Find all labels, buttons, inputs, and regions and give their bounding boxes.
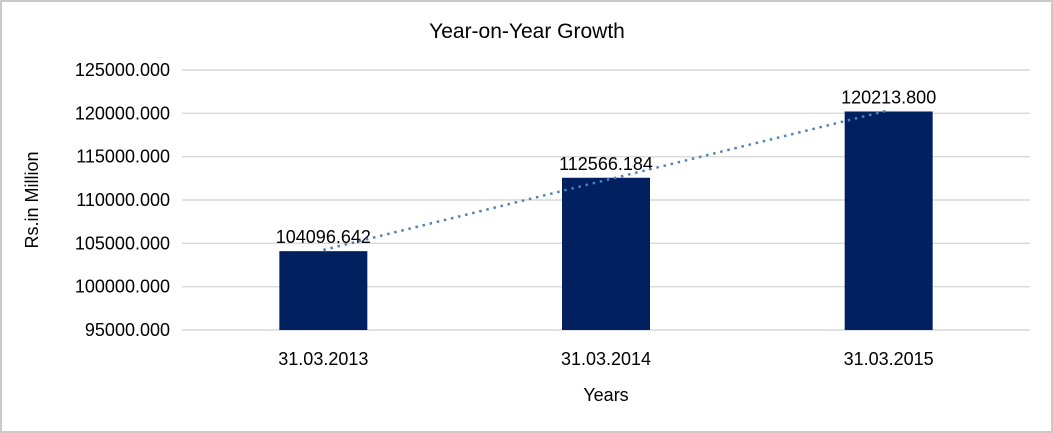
bar	[562, 177, 650, 330]
bar-value-label: 112566.184	[559, 154, 653, 174]
y-tick-label: 120000.000	[75, 103, 170, 123]
trendline	[323, 109, 889, 252]
x-category-label: 31.03.2015	[844, 349, 934, 369]
x-axis-title: Years	[583, 385, 628, 405]
x-category-label: 31.03.2013	[278, 349, 368, 369]
y-tick-label: 95000.000	[85, 320, 170, 340]
bar-value-label: 104096.642	[276, 227, 371, 247]
y-axis-title: Rs.in Million	[22, 151, 42, 248]
y-tick-label: 125000.000	[75, 60, 170, 80]
chart-title: Year-on-Year Growth	[429, 20, 625, 43]
y-tick-label: 105000.000	[75, 233, 170, 253]
y-tick-label: 115000.000	[76, 147, 170, 167]
x-category-label: 31.03.2014	[561, 349, 651, 369]
bar-value-label: 120213.800	[841, 87, 936, 107]
y-tick-label: 110000.000	[76, 190, 170, 210]
bar	[844, 111, 933, 330]
y-tick-label: 100000.000	[75, 277, 170, 297]
bar	[279, 251, 368, 330]
